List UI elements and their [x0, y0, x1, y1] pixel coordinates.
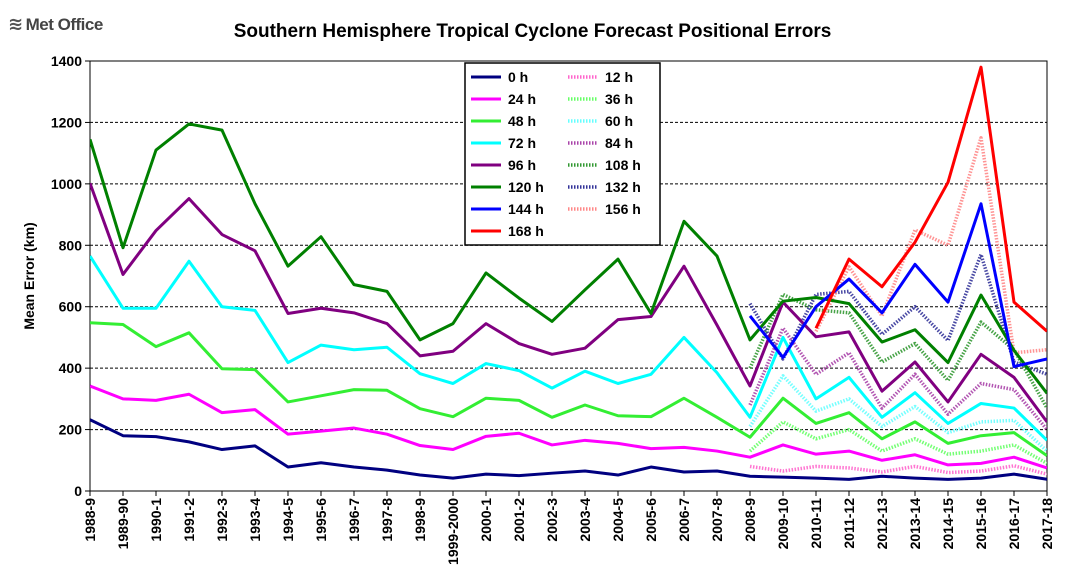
x-tick-label-2017-18: 2017-18 [1039, 498, 1055, 550]
x-tick-label-2010-11: 2010-11 [808, 498, 824, 549]
x-tick-label-1988-9: 1988-9 [82, 498, 98, 542]
series-108h-line [748, 292, 1047, 409]
legend-36h-label: 36 h [605, 91, 633, 107]
x-tick-label-1997-8: 1997-8 [379, 498, 395, 542]
met-office-logo-icon: ≋ [8, 14, 23, 34]
x-tick-label-1999-2000: 1999-2000 [445, 498, 461, 565]
y-tick-label-800: 800 [59, 237, 83, 253]
x-tick-label-2016-17: 2016-17 [1006, 498, 1022, 550]
x-tick-label-2008-9: 2008-9 [742, 498, 758, 542]
legend-156h-label: 156 h [605, 201, 641, 217]
x-tick-label-1996-7: 1996-7 [346, 498, 362, 542]
series-72h-line [90, 255, 1047, 442]
series-120h-line [90, 122, 1047, 395]
x-tick-label-2013-14: 2013-14 [907, 498, 923, 550]
series-48h-line [90, 321, 1047, 457]
x-tick-label-2003-4: 2003-4 [577, 498, 593, 542]
x-tick-label-1990-1: 1990-1 [148, 498, 164, 542]
legend-84h-label: 84 h [605, 135, 633, 151]
x-tick-label-1989-90: 1989-90 [115, 498, 131, 550]
x-tick-label-1993-4: 1993-4 [247, 498, 263, 542]
legend-48h-label: 48 h [508, 113, 536, 129]
x-tick-label-2012-13: 2012-13 [874, 498, 890, 550]
y-tick-label-400: 400 [59, 360, 83, 376]
x-tick-label-2000-1: 2000-1 [478, 498, 494, 542]
x-tick-label-2002-3: 2002-3 [544, 498, 560, 542]
x-tick-label-2014-15: 2014-15 [940, 498, 956, 550]
y-tick-label-1400: 1400 [51, 53, 82, 69]
x-tick-label-1991-2: 1991-2 [181, 498, 197, 542]
x-tick-label-1995-6: 1995-6 [313, 498, 329, 542]
x-tick-label-2004-5: 2004-5 [610, 498, 626, 542]
series-60h-line [748, 374, 1047, 453]
legend: 0 h 12 h 24 h 36 h 48 h 60 h 72 h 84 h 96 h 108 h… [464, 62, 661, 246]
y-tick-label-0: 0 [74, 483, 82, 499]
series-lines [90, 65, 1047, 481]
legend-box [464, 62, 661, 246]
series-36h-line [748, 420, 1047, 465]
y-tick-label-1200: 1200 [51, 114, 82, 130]
series-96h-line [90, 182, 1047, 423]
y-tick-label-600: 600 [59, 299, 83, 315]
x-tick-label-2005-6: 2005-6 [643, 498, 659, 542]
legend-72h-label: 72 h [508, 135, 536, 151]
x-tick-label-1994-5: 1994-5 [280, 498, 296, 542]
legend-132h-label: 132 h [605, 179, 641, 195]
logo-text: Met Office [25, 14, 104, 34]
x-tick-labels: 1988-9 1989-90 1990-1 1991-2 1992-3 1993-4 199… [82, 498, 1055, 565]
x-tick-label-2001-2: 2001-2 [511, 498, 527, 542]
series-156h-line [814, 136, 1047, 355]
plot-frame [89, 60, 1048, 492]
series-144h-line [748, 202, 1047, 369]
series-12h-line [749, 464, 1047, 476]
x-tick-label-2015-16: 2015-16 [973, 498, 989, 550]
x-tick-label-2006-7: 2006-7 [676, 498, 692, 542]
series-84h-line [748, 326, 1047, 431]
series-168h-line [814, 65, 1047, 333]
x-tick-label-2009-10: 2009-10 [775, 498, 791, 550]
legend-12h-label: 12 h [605, 69, 633, 85]
series-132h-line [748, 252, 1047, 376]
legend-96h-label: 96 h [508, 157, 536, 173]
series-24h-line [90, 384, 1047, 470]
x-tick-label-1992-3: 1992-3 [214, 498, 230, 542]
y-tick-label-200: 200 [59, 422, 83, 438]
legend-168h-label: 168 h [508, 223, 544, 239]
axes [85, 60, 1048, 496]
chart-title: Southern Hemisphere Tropical Cyclone For… [233, 21, 832, 42]
legend-120h-label: 120 h [508, 179, 544, 195]
y-tick-labels: 0 200 400 600 800 1000 1200 1400 [51, 53, 82, 499]
met-office-logo: ≋ Met Office [8, 14, 103, 35]
legend-144h-label: 144 h [508, 201, 544, 217]
legend-0h-label: 0 h [508, 69, 528, 85]
y-tick-label-1000: 1000 [51, 176, 82, 192]
x-tick-label-1998-9: 1998-9 [412, 498, 428, 542]
x-tick-label-2007-8: 2007-8 [709, 498, 725, 542]
x-tick-label-2011-12: 2011-12 [841, 498, 857, 549]
y-axis-label: Mean Error (km) [21, 222, 37, 329]
legend-24h-label: 24 h [508, 91, 536, 107]
series-0h-line [90, 418, 1047, 481]
legend-108h-label: 108 h [605, 157, 641, 173]
legend-60h-label: 60 h [605, 113, 633, 129]
